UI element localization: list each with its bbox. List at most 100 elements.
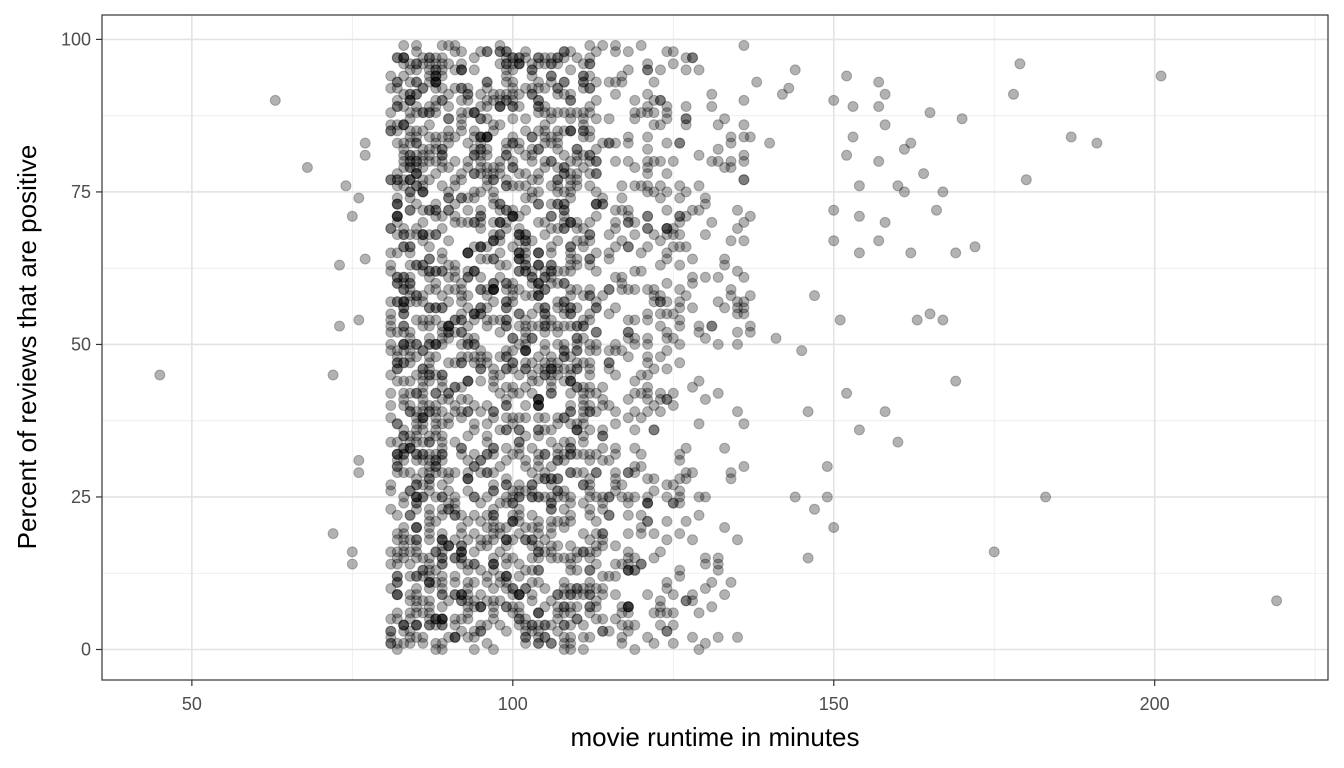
data-point — [648, 284, 660, 295]
data-point — [468, 644, 480, 655]
data-point — [456, 277, 467, 289]
data-point — [533, 277, 544, 289]
data-point — [417, 107, 429, 119]
data-point — [674, 241, 686, 253]
data-point — [456, 509, 467, 521]
data-point — [571, 613, 583, 625]
data-point — [456, 64, 467, 76]
data-point — [423, 284, 435, 295]
data-point — [411, 522, 422, 533]
data-point — [430, 131, 442, 143]
data-point — [565, 46, 577, 58]
data-point — [456, 58, 467, 70]
data-point — [622, 210, 634, 222]
data-point — [577, 162, 589, 173]
data-point — [462, 467, 474, 479]
data-point — [584, 131, 596, 143]
data-point — [622, 625, 634, 637]
data-point — [545, 155, 557, 167]
data-point — [417, 570, 429, 582]
data-point — [411, 259, 422, 271]
data-point — [462, 338, 474, 350]
data-point — [661, 168, 673, 180]
data-point — [533, 607, 544, 619]
data-point — [385, 558, 397, 570]
data-point — [411, 168, 422, 180]
data-point — [456, 308, 467, 320]
data-point — [584, 454, 596, 466]
data-point — [475, 131, 487, 143]
data-point — [456, 528, 467, 540]
data-point — [699, 552, 711, 564]
data-point — [539, 82, 551, 94]
data-point — [584, 235, 596, 247]
data-point — [558, 363, 570, 375]
data-point — [526, 479, 538, 491]
data-point — [436, 290, 448, 302]
data-point — [513, 448, 525, 460]
data-point — [558, 46, 570, 58]
data-point — [494, 198, 506, 210]
data-point — [462, 247, 474, 259]
data-point — [526, 143, 538, 155]
data-point — [526, 320, 538, 332]
data-point — [584, 155, 596, 167]
data-point — [590, 326, 602, 338]
data-point — [565, 637, 577, 649]
data-point — [603, 491, 615, 503]
data-point — [462, 589, 474, 601]
data-point — [488, 168, 499, 180]
data-point — [687, 595, 698, 607]
data-point — [610, 613, 621, 625]
data-point — [456, 357, 467, 369]
data-point — [436, 381, 448, 393]
data-point — [565, 631, 577, 643]
data-point — [533, 247, 544, 259]
data-point — [468, 400, 480, 411]
data-point — [411, 631, 422, 643]
data-point — [520, 345, 532, 357]
data-point — [475, 168, 487, 180]
data-point — [622, 46, 634, 58]
data-point — [533, 259, 544, 271]
data-point — [430, 448, 442, 460]
data-point — [507, 552, 519, 564]
data-point — [507, 381, 519, 393]
data-point — [654, 595, 666, 607]
data-point — [494, 235, 506, 247]
data-point — [411, 430, 422, 442]
data-point — [616, 637, 628, 649]
data-point — [520, 345, 532, 357]
data-point — [545, 424, 557, 436]
data-point — [558, 296, 570, 308]
data-point — [699, 583, 711, 594]
data-point — [526, 149, 538, 161]
data-point — [462, 473, 474, 485]
data-point — [488, 509, 499, 521]
data-point — [475, 601, 487, 613]
data-point — [411, 491, 422, 503]
data-point — [654, 94, 666, 106]
data-point — [706, 155, 718, 167]
data-point — [629, 113, 641, 125]
data-point — [719, 522, 731, 533]
data-point — [500, 223, 512, 234]
data-point — [687, 302, 698, 314]
data-point — [443, 540, 455, 552]
data-point — [533, 528, 544, 540]
data-point — [520, 229, 532, 241]
data-point — [391, 546, 403, 558]
data-point — [456, 393, 467, 405]
data-point — [500, 570, 512, 582]
data-point — [533, 412, 544, 424]
data-point — [398, 302, 410, 314]
data-point — [475, 534, 487, 546]
data-point — [475, 241, 487, 253]
data-point — [642, 143, 654, 155]
data-point — [391, 363, 403, 375]
data-point — [462, 155, 474, 167]
data-point — [539, 369, 551, 381]
data-point — [571, 180, 583, 192]
data-point — [494, 546, 506, 558]
data-point — [500, 558, 512, 570]
